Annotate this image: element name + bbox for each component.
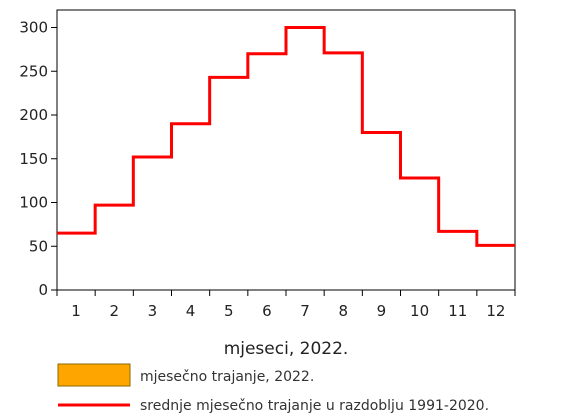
x-tick-label: 8 (338, 302, 348, 320)
x-tick-label: 12 (486, 302, 505, 320)
x-tick-label: 4 (186, 302, 196, 320)
y-tick-label: 300 (19, 19, 48, 37)
y-tick-label: 250 (19, 62, 48, 80)
x-tick-label: 3 (148, 302, 158, 320)
legend: mjesečno trajanje, 2022. srednje mjesečn… (57, 363, 489, 414)
x-tick-label: 6 (262, 302, 272, 320)
x-axis-ticks: 1 2 3 4 5 6 7 8 9 10 11 12 (56, 290, 516, 320)
x-tick-label: 9 (377, 302, 387, 320)
step-line-1991-2020 (57, 26, 515, 247)
x-tick-label: 7 (300, 302, 310, 320)
y-tick-label: 100 (19, 194, 48, 212)
y-axis-ticks: 0 50 100 150 200 250 300 (19, 19, 57, 299)
x-axis-title: mjeseci, 2022. (224, 339, 349, 359)
x-tick-label: 5 (224, 302, 234, 320)
y-tick-label: 150 (19, 150, 48, 168)
legend-swatch-bar (57, 363, 131, 387)
y-tick-label: 50 (29, 237, 48, 255)
x-tick-label: 11 (448, 302, 467, 320)
x-tick-label: 2 (109, 302, 119, 320)
legend-label-line: srednje mjesečno trajanje u razdoblju 19… (140, 398, 489, 414)
y-tick-label: 200 (19, 106, 48, 124)
y-tick-label: 0 (38, 281, 48, 299)
x-tick-label: 10 (410, 302, 429, 320)
legend-label-bar: mjesečno trajanje, 2022. (140, 369, 314, 385)
x-tick-label: 1 (71, 302, 81, 320)
